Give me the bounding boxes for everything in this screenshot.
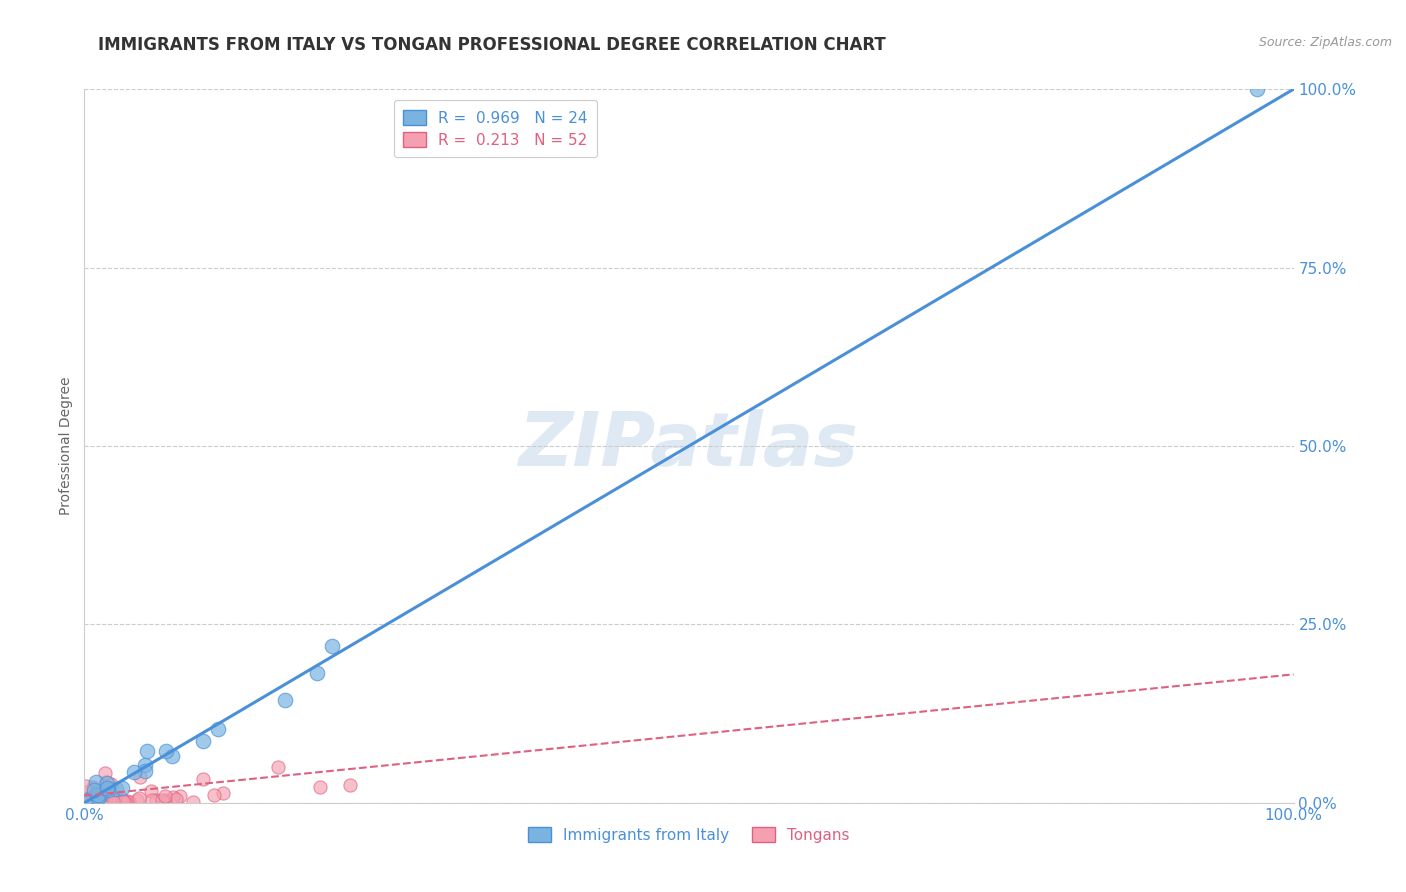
Point <box>96 781 118 796</box>
Point <box>84 787 107 801</box>
Point <box>136 744 159 758</box>
Point <box>339 778 361 792</box>
Point <box>165 792 187 806</box>
Point <box>110 790 132 805</box>
Point <box>153 789 176 803</box>
Point <box>104 781 127 796</box>
Text: ZIPatlas: ZIPatlas <box>519 409 859 483</box>
Point <box>128 770 150 784</box>
Point <box>111 794 134 808</box>
Point <box>75 779 97 793</box>
Point <box>153 793 176 807</box>
Point <box>127 793 149 807</box>
Point <box>207 722 229 736</box>
Point <box>104 793 127 807</box>
Point <box>86 795 108 809</box>
Point <box>273 693 295 707</box>
Point <box>77 790 100 805</box>
Y-axis label: Professional Degree: Professional Degree <box>59 376 73 516</box>
Point <box>77 793 100 807</box>
Point <box>139 783 162 797</box>
Point <box>97 792 120 806</box>
Point <box>91 784 114 798</box>
Point <box>76 793 98 807</box>
Point <box>75 795 97 809</box>
Point <box>141 793 163 807</box>
Point <box>79 794 101 808</box>
Point <box>111 781 134 796</box>
Point <box>153 795 176 809</box>
Point <box>202 788 225 802</box>
Point <box>82 780 104 794</box>
Point <box>101 794 124 808</box>
Text: Source: ZipAtlas.com: Source: ZipAtlas.com <box>1258 36 1392 49</box>
Point <box>160 749 183 764</box>
Point <box>86 791 108 805</box>
Point <box>108 794 131 808</box>
Point <box>307 666 329 681</box>
Point <box>115 794 138 808</box>
Point <box>191 772 214 787</box>
Point <box>134 764 156 779</box>
Point <box>309 780 332 794</box>
Point <box>93 790 115 805</box>
Point <box>84 795 107 809</box>
Point <box>122 765 145 780</box>
Point <box>97 783 120 797</box>
Point <box>77 784 100 798</box>
Point <box>96 775 118 789</box>
Point <box>89 786 111 800</box>
Point <box>84 774 107 789</box>
Point <box>155 743 177 757</box>
Point <box>89 788 111 802</box>
Point <box>145 792 167 806</box>
Text: IMMIGRANTS FROM ITALY VS TONGAN PROFESSIONAL DEGREE CORRELATION CHART: IMMIGRANTS FROM ITALY VS TONGAN PROFESSI… <box>98 36 886 54</box>
Legend: Immigrants from Italy, Tongans: Immigrants from Italy, Tongans <box>522 821 856 848</box>
Point <box>321 639 343 653</box>
Point <box>87 788 110 802</box>
Point <box>114 795 136 809</box>
Point <box>128 791 150 805</box>
Point <box>90 784 112 798</box>
Point <box>75 794 97 808</box>
Point <box>191 733 214 747</box>
Point <box>169 789 191 803</box>
Point <box>97 781 120 796</box>
Point <box>150 793 173 807</box>
Point <box>80 794 103 808</box>
Point <box>94 795 117 809</box>
Point <box>181 795 204 809</box>
Point <box>162 790 184 805</box>
Point <box>83 783 105 797</box>
Point <box>96 776 118 790</box>
Point <box>100 777 122 791</box>
Point <box>79 794 101 808</box>
Point <box>118 795 141 809</box>
Point <box>1246 82 1268 96</box>
Point <box>134 757 156 772</box>
Point <box>267 760 290 774</box>
Point <box>212 786 235 800</box>
Point <box>77 793 100 807</box>
Point <box>94 787 117 801</box>
Point <box>94 765 117 780</box>
